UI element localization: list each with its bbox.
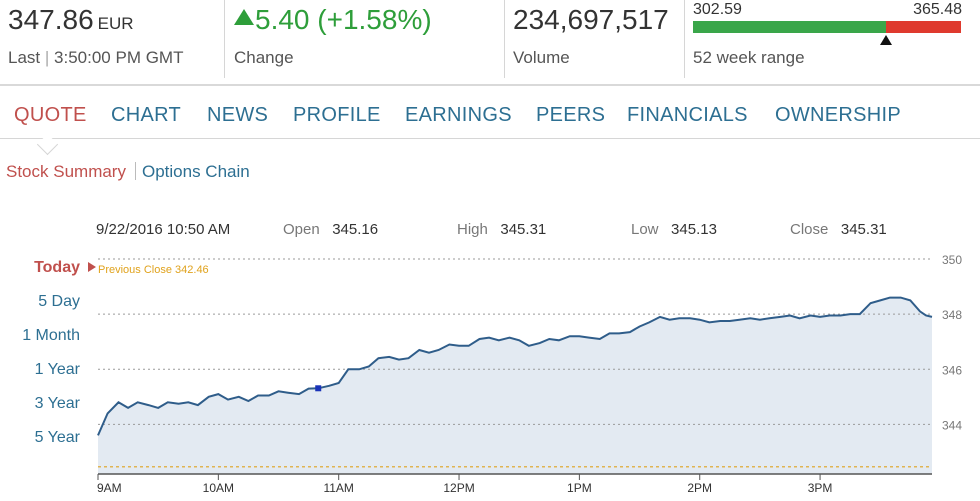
- previous-close-label: Previous Close 342.46: [98, 264, 209, 276]
- x-tick-label: 10AM: [203, 481, 234, 495]
- hover-datetime: 9/22/2016 10:50 AM: [96, 221, 231, 238]
- period-3-year[interactable]: 3 Year: [34, 395, 80, 412]
- period-1-year[interactable]: 1 Year: [34, 361, 80, 378]
- open-label: Open: [283, 221, 320, 238]
- last-time-value: 3:50:00 PM GMT: [54, 48, 184, 67]
- tab-quote[interactable]: QUOTE: [14, 104, 87, 126]
- tab-profile[interactable]: PROFILE: [293, 104, 381, 126]
- price-area-fill: [98, 297, 932, 474]
- volume-value: 234,697,517: [513, 4, 669, 35]
- period-5-year[interactable]: 5 Year: [34, 429, 80, 446]
- y-tick-label-350: 350: [942, 253, 962, 267]
- tab-earnings[interactable]: EARNINGS: [405, 104, 512, 126]
- close-label: Close: [790, 221, 829, 238]
- last-label: Last: [8, 48, 41, 67]
- period-5-day[interactable]: 5 Day: [38, 293, 80, 310]
- volume-label: Volume: [513, 48, 570, 67]
- hover-high: High 345.31: [457, 221, 546, 238]
- y-tick-label-346: 346: [942, 363, 962, 377]
- close-value: 345.31: [840, 221, 887, 238]
- x-tick-label: 12PM: [443, 481, 474, 495]
- tab-news[interactable]: NEWS: [207, 104, 269, 126]
- range-label: 52 week range: [693, 48, 805, 67]
- hover-close: Close 345.31: [790, 221, 887, 238]
- quote-tabs: QUOTE CHART NEWS PROFILE EARNINGS PEERS …: [0, 96, 980, 139]
- hover-open: Open 345.16: [283, 221, 378, 238]
- up-arrow-icon: [234, 9, 254, 25]
- low-label: Low: [631, 221, 659, 238]
- tab-chart[interactable]: CHART: [111, 104, 182, 126]
- range-low: 302.59: [693, 1, 742, 18]
- hover-point-marker: [315, 385, 322, 392]
- y-tick-label-344: 344: [942, 418, 962, 432]
- low-value: 345.13: [671, 221, 717, 238]
- y-tick-label-348: 348: [942, 308, 962, 322]
- quote-header: 347.86 EUR Last | 3:50:00 PM GMT 5.40 (+1…: [0, 0, 980, 86]
- high-label: High: [457, 221, 488, 238]
- range-high: 365.48: [913, 1, 962, 18]
- last-price: 347.86 EUR: [8, 4, 134, 36]
- change: 5.40 (+1.58%): [234, 4, 432, 36]
- high-value: 345.31: [500, 221, 547, 238]
- range-marker-icon: [879, 35, 892, 45]
- period-today[interactable]: Today: [34, 259, 80, 276]
- open-value: 345.16: [332, 221, 379, 238]
- tab-financials[interactable]: FINANCIALS: [627, 104, 748, 126]
- x-tick-label: 2PM: [687, 481, 712, 495]
- price-line: [97, 296, 933, 436]
- change-value: 5.40 (+1.58%): [255, 4, 432, 35]
- range-cell: 302.59 365.48 52 week range: [686, 0, 980, 78]
- volume-cell: 234,697,517 Volume: [506, 0, 685, 78]
- x-tick-label: 11AM: [323, 481, 353, 495]
- subnav-options-chain[interactable]: Options Chain: [141, 162, 250, 181]
- separator: |: [44, 48, 50, 67]
- tab-ownership[interactable]: OWNERSHIP: [775, 104, 902, 126]
- last-price-value: 347.86: [8, 4, 94, 35]
- change-cell: 5.40 (+1.58%) Change: [226, 0, 505, 78]
- range-fill: [693, 21, 886, 33]
- last-price-cell: 347.86 EUR Last | 3:50:00 PM GMT: [0, 0, 225, 78]
- range-bar: [693, 21, 961, 33]
- today-pointer-icon: [88, 262, 96, 272]
- period-1-month[interactable]: 1 Month: [22, 327, 80, 344]
- hover-low: Low 345.13: [631, 221, 717, 238]
- currency: EUR: [97, 14, 134, 33]
- x-tick-label: 1PM: [567, 481, 592, 495]
- subnav-divider: [134, 162, 136, 180]
- last-time: Last | 3:50:00 PM GMT: [8, 48, 183, 68]
- subnav-stock-summary[interactable]: Stock Summary: [6, 162, 126, 181]
- x-tick-label: 3PM: [808, 481, 833, 495]
- change-label: Change: [234, 48, 294, 67]
- tab-peers[interactable]: PEERS: [536, 104, 606, 126]
- sub-navigation: Stock Summary Options Chain: [6, 162, 250, 182]
- x-tick-label: 9AM: [97, 481, 122, 495]
